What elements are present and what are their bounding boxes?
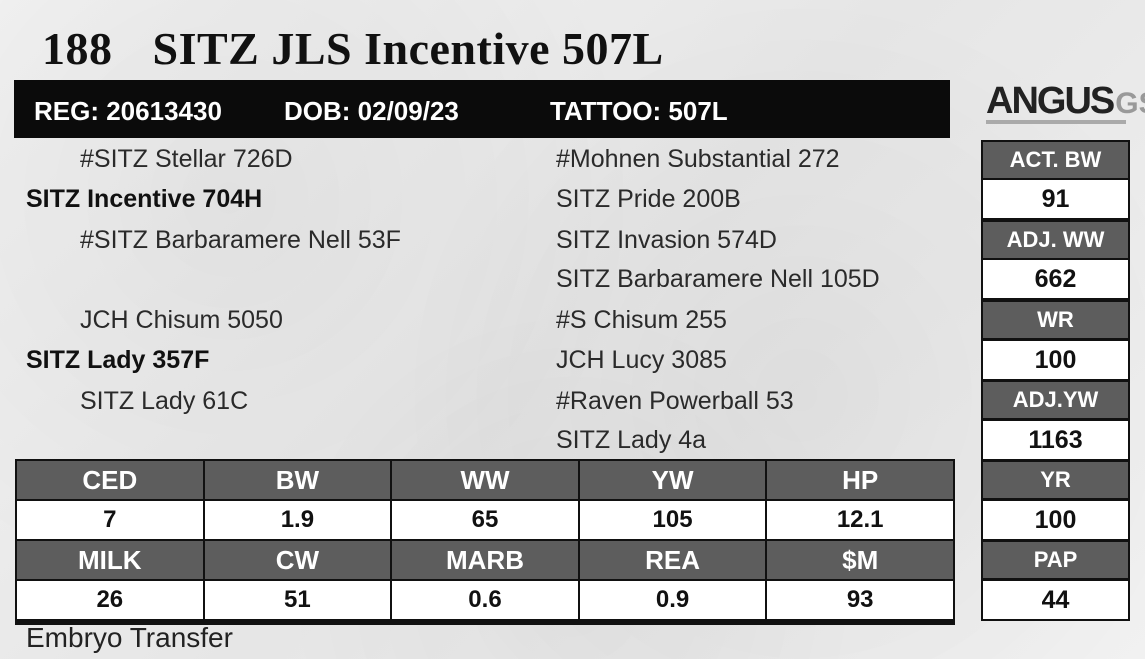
registration-number: REG: 20613430 <box>34 96 222 126</box>
animal-name: SITZ JLS Incentive 507L <box>152 23 664 74</box>
epd-value-milk: 26 <box>17 581 203 619</box>
id-bar: REG: 20613430 DOB: 02/09/23 TATTOO: 507L <box>14 80 950 138</box>
epd-value-ww: 65 <box>392 501 578 539</box>
epd-value-marb: 0.6 <box>392 581 578 619</box>
sire-sire: #SITZ Stellar 726D <box>80 145 293 173</box>
epd-header-bw: BW <box>204 461 391 499</box>
lot-title: 188 SITZ JLS Incentive 507L <box>42 22 664 75</box>
third-gen-6: JCH Lucy 3085 <box>556 346 727 374</box>
act-bw-value: 91 <box>981 178 1130 220</box>
third-gen-3: SITZ Invasion 574D <box>556 226 777 254</box>
epd-value-hp: 12.1 <box>767 501 953 539</box>
epd-header-ww: WW <box>392 461 578 499</box>
third-gen-5: #S Chisum 255 <box>556 306 727 334</box>
epd-header-cw: CW <box>204 541 391 579</box>
third-gen-2: SITZ Pride 200B <box>556 185 741 213</box>
epd-value-cw: 51 <box>204 581 391 619</box>
pap-value: 44 <box>981 579 1130 621</box>
dam: SITZ Lady 357F <box>26 346 210 374</box>
epd-header-row-1: CED BW WW YW HP <box>17 461 953 499</box>
adj-ww-label: ADJ. WW <box>981 220 1130 260</box>
third-gen-7: #Raven Powerball 53 <box>556 387 794 415</box>
act-bw-label: ACT. BW <box>981 140 1130 180</box>
lot-number: 188 <box>42 23 113 74</box>
angus-gs-logo: ANGUSGS <box>986 80 1145 122</box>
logo-underline <box>986 120 1126 124</box>
third-gen-8: SITZ Lady 4a <box>556 426 707 454</box>
sire: SITZ Incentive 704H <box>26 185 263 213</box>
epd-value-rea: 0.9 <box>579 581 766 619</box>
epd-header-row-2: MILK CW MARB REA $M <box>17 541 953 579</box>
epd-value-bw: 1.9 <box>204 501 391 539</box>
epd-header-yw: YW <box>579 461 766 499</box>
epd-header-rea: REA <box>579 541 766 579</box>
adj-yw-label: ADJ.YW <box>981 380 1130 420</box>
adj-yw-value: 1163 <box>981 419 1130 461</box>
yr-value: 100 <box>981 499 1130 541</box>
tattoo: TATTOO: 507L <box>550 96 728 126</box>
epd-value-m-dollar: 93 <box>767 581 953 619</box>
epd-header-milk: MILK <box>17 541 203 579</box>
epd-value-row-1: 7 1.9 65 105 12.1 <box>17 501 953 539</box>
yr-label: YR <box>981 460 1130 500</box>
dam-sire: JCH Chisum 5050 <box>80 306 283 334</box>
footer-note: Embryo Transfer <box>26 622 233 653</box>
epd-header-ced: CED <box>17 461 203 499</box>
epd-value-yw: 105 <box>579 501 766 539</box>
adj-ww-value: 662 <box>981 258 1130 300</box>
third-gen-1: #Mohnen Substantial 272 <box>556 145 840 173</box>
sire-dam: #SITZ Barbaramere Nell 53F <box>80 226 401 254</box>
dam-dam: SITZ Lady 61C <box>80 387 249 415</box>
epd-header-marb: MARB <box>392 541 578 579</box>
wr-label: WR <box>981 300 1130 340</box>
third-gen-4: SITZ Barbaramere Nell 105D <box>556 265 880 293</box>
epd-value-row-2: 26 51 0.6 0.9 93 <box>17 581 953 619</box>
epd-value-ced: 7 <box>17 501 203 539</box>
epd-header-hp: HP <box>767 461 953 499</box>
pap-label: PAP <box>981 540 1130 580</box>
wr-value: 100 <box>981 339 1130 381</box>
date-of-birth: DOB: 02/09/23 <box>284 96 459 126</box>
epd-table: CED BW WW YW HP 7 1.9 65 105 12.1 MILK C… <box>15 459 955 625</box>
epd-header-m-dollar: $M <box>767 541 953 579</box>
